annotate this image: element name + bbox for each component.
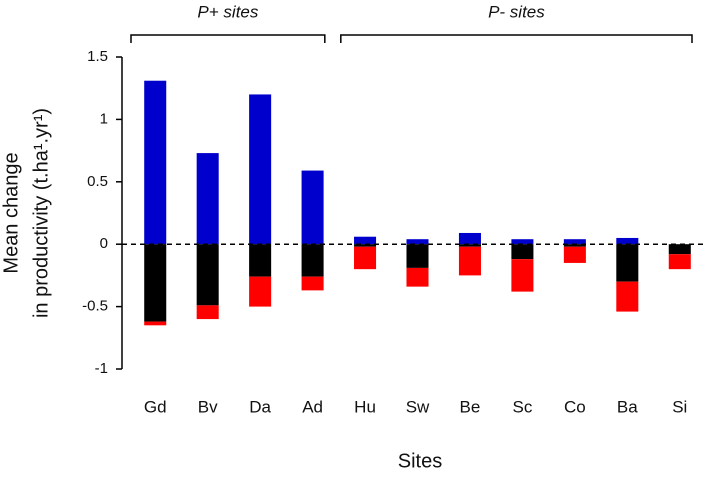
y-tick-label: 0 [100,235,108,252]
bar [563,244,586,247]
bar [511,259,534,292]
y-axis-label: Mean change [0,152,22,273]
group-bracket [130,34,326,43]
bar [354,244,377,247]
bar [458,244,481,247]
x-tick-label: Sc [512,397,532,416]
bar [196,305,219,320]
group-label: P- sites [488,2,545,21]
group-bracket [340,34,693,43]
y-axis-label: in productivity (t.ha¹.yr¹) [30,108,52,318]
bar [301,276,324,291]
bar [301,170,324,245]
x-tick-label: Gd [144,397,167,416]
x-tick-label: Si [672,397,687,416]
bar [616,244,639,282]
group-label: P+ sites [197,2,258,21]
bar [249,94,272,245]
bar [406,239,429,245]
x-axis-label: Sites [398,450,442,472]
bar [354,246,377,270]
x-tick-label: Ba [617,397,638,416]
x-tick-label: Sw [406,397,430,416]
y-tick-label: 0.5 [87,173,108,190]
bar [196,153,219,245]
bar [196,244,219,306]
bar [668,254,691,270]
bar [301,244,324,277]
bar [249,244,272,277]
y-tick-label: 1 [100,110,108,127]
y-tick-label: 1.5 [87,48,108,65]
x-tick-label: Da [249,397,271,416]
bar [144,321,167,326]
x-tick-label: Co [564,397,586,416]
y-tick-label: -0.5 [82,298,108,315]
bar [563,239,586,245]
x-tick-label: Ad [302,397,323,416]
y-tick-label: -1 [95,360,108,377]
bar [144,80,167,245]
x-tick-label: Be [460,397,481,416]
bar [511,239,534,245]
x-tick-label: Bv [198,397,218,416]
x-tick-label: Hu [354,397,376,416]
bar [458,246,481,276]
bar [616,281,639,312]
bar [616,237,639,245]
bar [458,232,481,245]
bar [249,276,272,307]
bar [563,246,586,263]
bar [511,244,534,260]
bar [406,244,429,268]
bar [354,236,377,245]
bar [668,244,691,255]
bar [144,244,167,322]
bar [406,267,429,287]
